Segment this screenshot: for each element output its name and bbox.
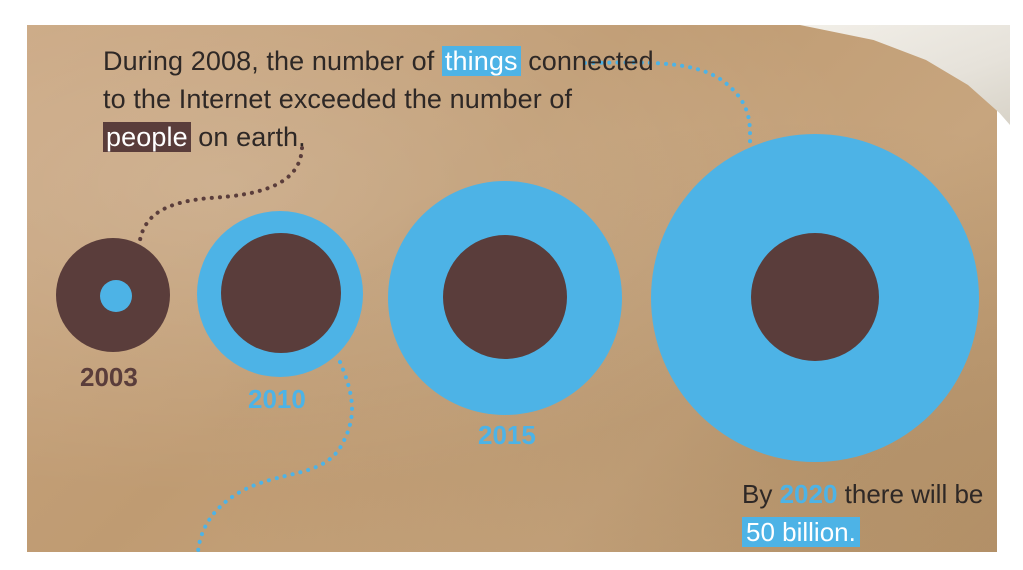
circle-2020-inner	[751, 233, 879, 361]
footer-amount: 50 billion.	[742, 517, 860, 547]
footer-caption: By 2020 there will be 50 billion.	[742, 475, 1002, 551]
connector-people-to-2003	[138, 146, 304, 242]
connector-2010-wave	[196, 360, 354, 554]
footer-part1: By	[742, 479, 780, 509]
headline-part2: connected to the Internet exceeded the n…	[103, 46, 654, 114]
circle-2015-inner	[443, 235, 567, 359]
headline: During 2008, the number of things connec…	[103, 42, 663, 156]
headline-part1: During 2008, the number of	[103, 46, 442, 76]
label-2003: 2003	[80, 362, 138, 392]
highlight-people: people	[103, 122, 191, 152]
label-2010: 2010	[248, 384, 306, 414]
circle-2003-inner	[100, 280, 132, 312]
connector-things-to-2020	[583, 60, 753, 147]
label-2015: 2015	[478, 420, 536, 450]
footer-part2: there will be	[837, 479, 984, 509]
footer-year-2020: 2020	[779, 479, 838, 509]
headline-part3: on earth.	[190, 122, 306, 152]
circle-2010-inner	[221, 233, 341, 353]
highlight-things: things	[441, 46, 521, 76]
